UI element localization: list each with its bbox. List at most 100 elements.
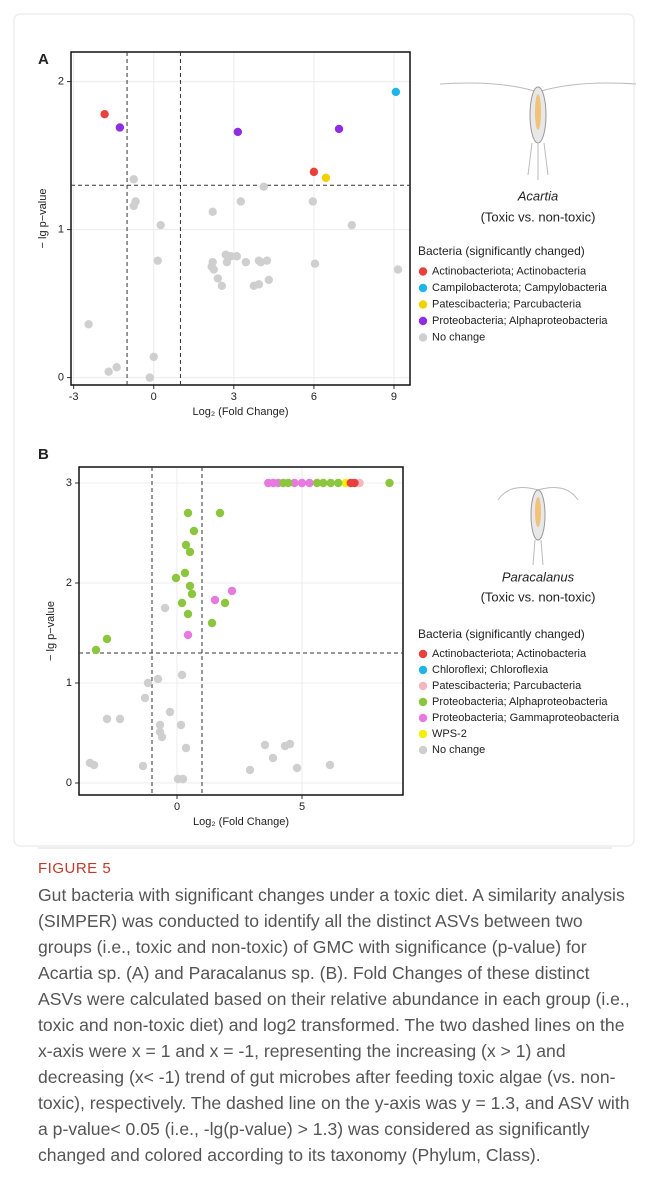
data-point <box>268 753 278 763</box>
legend-swatch <box>418 665 428 675</box>
data-point <box>208 257 217 267</box>
data-point <box>185 547 195 557</box>
legend-label: Patescibacteria; Parcubacteria <box>432 680 582 692</box>
legend-label: WPS-2 <box>432 728 467 740</box>
x-tick-label: 9 <box>391 391 397 403</box>
y-tick-label: 3 <box>66 477 72 489</box>
data-point <box>310 259 320 268</box>
legend-label: Proteobacteria; Alphaproteobacteria <box>432 315 608 327</box>
y-tick-label: 1 <box>58 224 64 236</box>
data-point <box>183 508 193 518</box>
data-point <box>156 220 165 230</box>
data-point <box>260 740 270 750</box>
data-point <box>149 352 158 362</box>
data-point <box>177 598 187 608</box>
data-point <box>290 478 299 488</box>
x-tick-label: 0 <box>174 801 180 813</box>
y-axis-label: − lg p−value <box>45 601 57 661</box>
data-point <box>177 670 187 680</box>
data-point <box>297 478 307 488</box>
data-point <box>143 678 153 688</box>
data-point <box>309 167 319 177</box>
data-point <box>183 630 193 640</box>
data-point <box>259 182 268 191</box>
data-point <box>189 526 199 536</box>
data-point <box>145 373 154 382</box>
data-point <box>264 275 273 285</box>
data-point <box>321 173 331 182</box>
data-point <box>210 595 220 605</box>
comparison-label: (Toxic vs. non-toxic) <box>481 589 596 604</box>
data-point <box>160 603 170 613</box>
data-point <box>393 265 403 274</box>
legend-swatch <box>418 283 428 293</box>
x-tick-label: 3 <box>231 391 237 403</box>
figure-label: FIGURE 5 <box>38 860 112 877</box>
figure: A -3 0 3 6 9 0 1 2 Log₂ (Fold Change) − lg p−value… <box>13 13 637 849</box>
panel-label: B <box>38 446 49 463</box>
legend-swatch <box>418 316 428 326</box>
data-point <box>245 765 255 775</box>
data-point <box>153 674 163 684</box>
data-point <box>241 257 251 267</box>
legend-title: Bacteria (significantly changed) <box>418 627 585 641</box>
y-tick-label: 2 <box>58 76 64 88</box>
data-point <box>308 197 318 206</box>
data-point <box>178 774 188 784</box>
data-point <box>350 478 359 488</box>
data-point <box>181 743 191 753</box>
y-tick-label: 1 <box>66 677 72 689</box>
data-point <box>207 618 217 628</box>
data-point <box>171 573 181 583</box>
legend-label: Proteobacteria; Alphaproteobacteria <box>432 696 608 708</box>
data-point <box>102 634 112 644</box>
data-point <box>208 207 217 217</box>
data-point <box>347 220 357 230</box>
data-point <box>165 707 175 717</box>
data-point <box>180 568 190 578</box>
data-point <box>222 257 232 267</box>
data-point <box>312 478 322 488</box>
y-tick-label: 2 <box>66 577 72 589</box>
data-point <box>284 478 293 488</box>
data-point <box>91 645 101 655</box>
data-point <box>100 109 109 119</box>
data-point <box>319 478 328 488</box>
species-name: Paracalanus <box>502 569 575 584</box>
data-point <box>232 252 241 261</box>
data-point <box>334 478 343 488</box>
x-axis-label: Log₂ (Fold Change) <box>193 816 289 828</box>
data-point <box>305 478 314 488</box>
figure-frame <box>13 13 635 847</box>
data-point <box>209 265 219 274</box>
y-axis-label: − lg p−value <box>37 189 49 249</box>
x-tick-label: 6 <box>311 391 317 403</box>
legend-swatch <box>418 729 428 739</box>
data-point <box>176 720 186 730</box>
data-point <box>131 197 140 206</box>
data-point <box>157 732 167 742</box>
data-point <box>84 320 93 329</box>
y-tick-label: 0 <box>66 777 72 789</box>
data-point <box>155 720 165 730</box>
legend-label: Proteobacteria; Gammaproteobacteria <box>432 712 620 724</box>
data-point <box>227 586 237 596</box>
legend-label: No change <box>432 331 485 343</box>
legend-swatch <box>418 649 428 659</box>
data-point <box>262 256 272 265</box>
data-point <box>185 581 195 591</box>
copepod-illustration <box>497 487 579 566</box>
legend-label: No change <box>432 744 485 756</box>
panel-label: A <box>38 51 49 68</box>
legend-swatch <box>418 745 428 755</box>
data-point <box>115 714 125 724</box>
data-point <box>220 598 230 608</box>
data-point <box>236 197 245 206</box>
x-axis-label: Log₂ (Fold Change) <box>193 406 289 418</box>
data-point <box>181 540 191 550</box>
data-point <box>233 127 243 137</box>
data-point <box>102 714 112 724</box>
legend-label: Actinobacteriota; Actinobacteria <box>432 648 587 660</box>
legend-swatch <box>418 300 428 309</box>
comparison-label: (Toxic vs. non-toxic) <box>481 209 596 224</box>
